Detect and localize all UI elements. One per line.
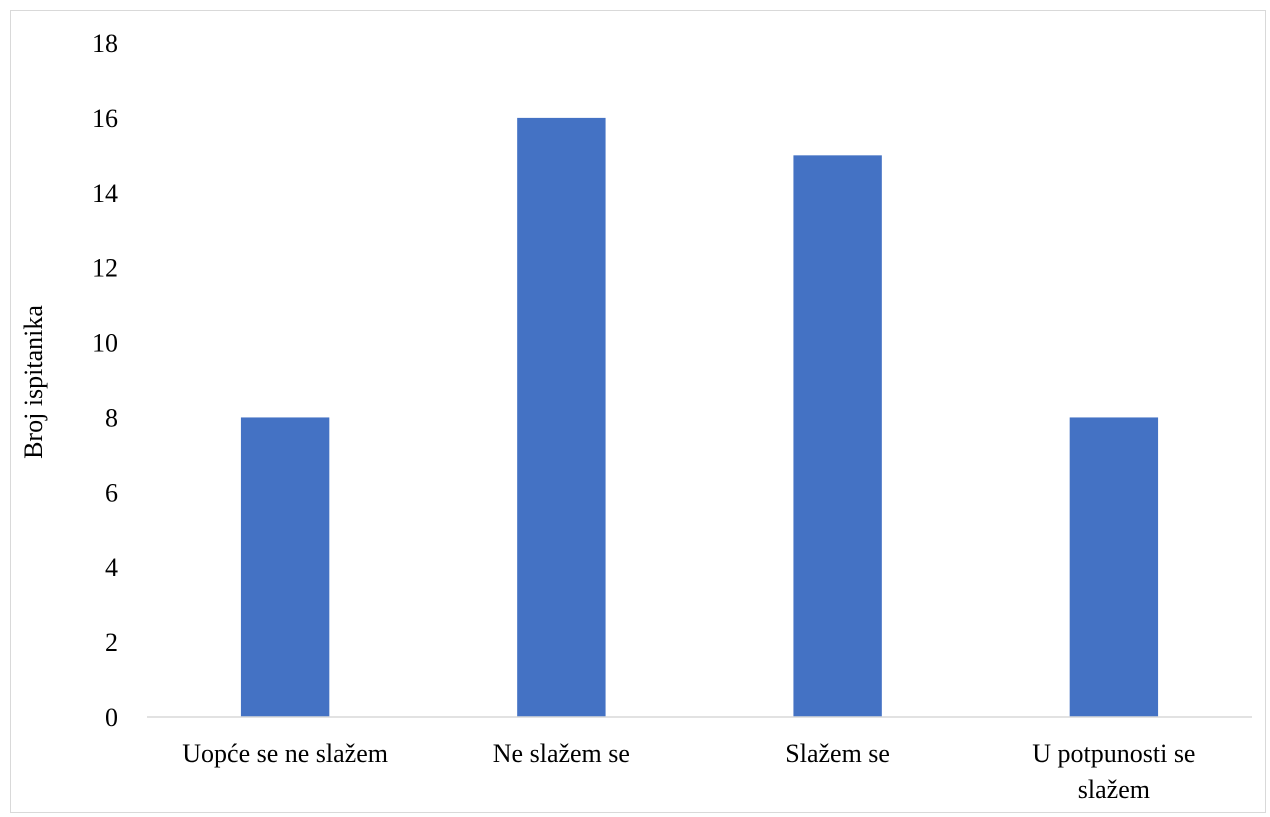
bar <box>793 155 882 718</box>
x-tick-label: U potpunosti se slažem <box>1032 739 1195 804</box>
y-tick-label: 16 <box>92 104 118 133</box>
x-tick-label: Slažem se <box>785 739 890 768</box>
y-tick-label: 2 <box>105 628 118 657</box>
x-tick-labels: Uopće se ne slažem Ne slažem se Slažem se U… <box>182 739 1195 804</box>
y-tick-label: 8 <box>105 403 118 432</box>
bar <box>1069 417 1159 717</box>
y-tick-label: 4 <box>105 553 118 582</box>
bar <box>517 117 606 717</box>
y-tick-label: 14 <box>92 179 118 208</box>
bar <box>240 417 330 717</box>
y-tick-label: 10 <box>92 329 118 358</box>
x-tick-label: Ne slažem se <box>493 739 630 768</box>
y-axis-label: Broj ispitanika <box>19 305 48 459</box>
bars <box>240 117 1159 718</box>
y-tick-label: 0 <box>105 703 118 732</box>
y-tick-label: 12 <box>92 254 118 283</box>
y-tick-label: 18 <box>92 29 118 58</box>
chart-frame <box>10 10 1266 813</box>
y-tick-labels: 0 2 4 6 8 10 12 14 16 18 <box>92 29 118 732</box>
y-tick-label: 6 <box>105 478 118 507</box>
x-tick-label: Uopće se ne slažem <box>182 739 388 768</box>
